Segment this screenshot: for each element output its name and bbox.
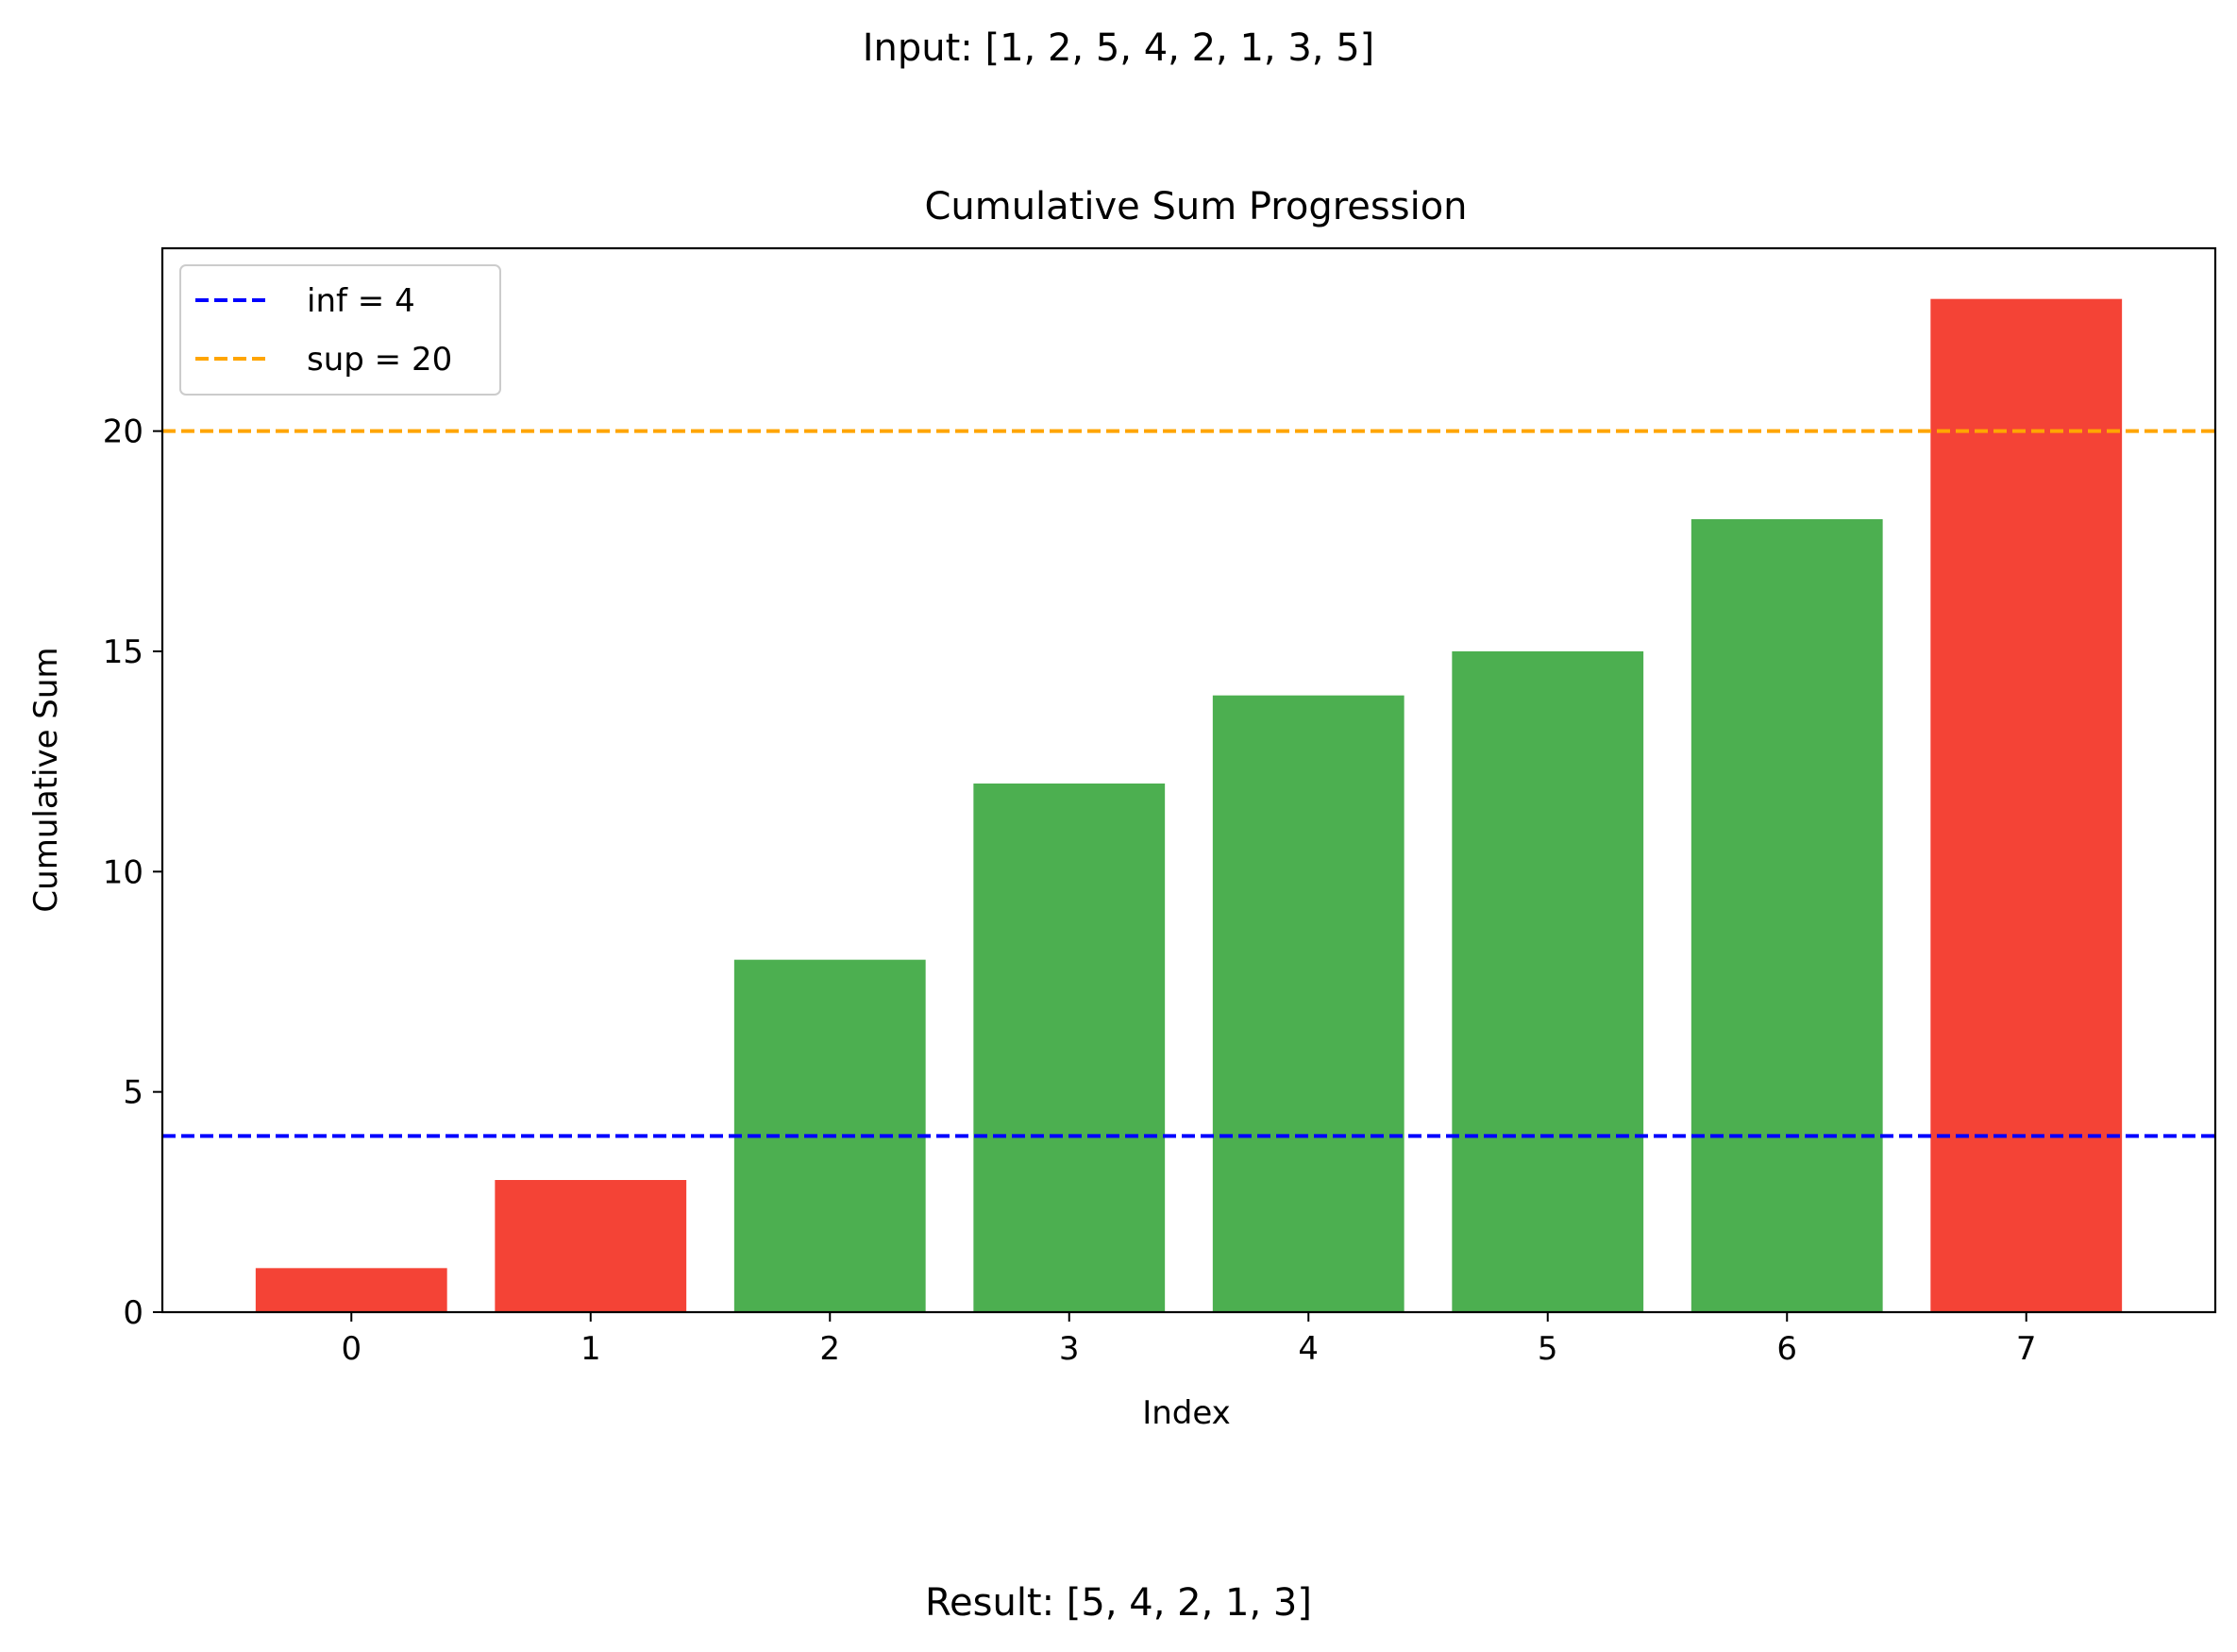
legend: inf = 4 sup = 20 [179, 264, 501, 396]
axes-background [162, 248, 2215, 1312]
x-tick-label: 2 [819, 1330, 840, 1368]
x-axis-ticks: 0 1 2 3 4 5 6 7 [341, 1312, 2037, 1368]
bar-0 [255, 1268, 447, 1312]
x-axis-label: Index [1142, 1394, 1231, 1432]
x-tick-label: 5 [1538, 1330, 1558, 1368]
result-caption: Result: [5, 4, 2, 1, 3] [925, 1581, 1312, 1625]
legend-box [179, 264, 501, 396]
bar-4 [1212, 695, 1404, 1312]
y-axis-ticks: 0 5 10 15 20 [103, 413, 162, 1332]
reference-lines [162, 429, 2215, 1138]
y-tick-label: 15 [103, 633, 143, 671]
axes-frame [160, 246, 2217, 1314]
legend-label-sup: sup = 20 [307, 341, 452, 379]
bar-6 [1690, 519, 1883, 1312]
input-caption: Input: [1, 2, 5, 4, 2, 1, 3, 5] [863, 26, 1375, 70]
bar-1 [495, 1180, 687, 1312]
x-tick-label: 1 [580, 1330, 601, 1368]
plot-area: 0 1 2 3 4 5 6 7 0 5 10 15 20 [103, 246, 2217, 1368]
y-tick-label: 20 [103, 413, 143, 451]
bar-5 [1452, 651, 1644, 1312]
bars [255, 298, 2123, 1313]
x-tick-label: 0 [341, 1330, 362, 1368]
x-tick-label: 7 [2016, 1330, 2037, 1368]
y-axis-label: Cumulative Sum [27, 647, 65, 912]
x-tick-label: 4 [1298, 1330, 1319, 1368]
y-tick-label: 5 [123, 1074, 143, 1112]
bar-7 [1930, 298, 2123, 1313]
x-tick-label: 6 [1776, 1330, 1797, 1368]
x-tick-label: 3 [1059, 1330, 1080, 1368]
y-tick-label: 10 [103, 853, 143, 891]
chart-title: Cumulative Sum Progression [924, 185, 1467, 228]
bar-3 [973, 784, 1166, 1312]
y-tick-label: 0 [123, 1294, 143, 1332]
legend-label-inf: inf = 4 [307, 282, 415, 320]
